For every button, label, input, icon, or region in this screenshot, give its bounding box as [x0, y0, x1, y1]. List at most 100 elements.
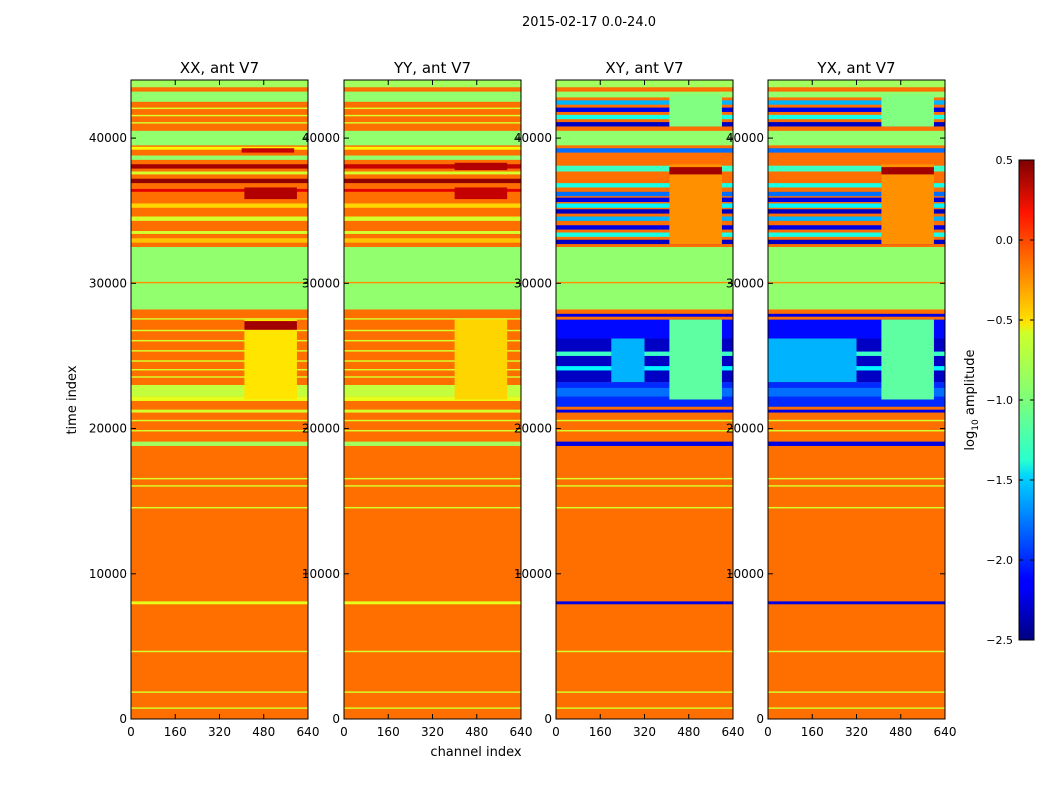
heatmap-band	[344, 441, 521, 446]
colorbar-label-subscript: 10	[971, 419, 981, 431]
heatmap-patch	[244, 187, 297, 200]
panel-title: YX, ant V7	[816, 59, 895, 77]
y-tick-label: 0	[119, 712, 127, 726]
heatmap-band	[344, 650, 521, 653]
colorbar-tick-label: 0.5	[996, 154, 1014, 167]
heatmap-band	[344, 419, 521, 422]
heatmap-band	[344, 339, 521, 342]
colorbar-tick-label: −1.5	[986, 474, 1013, 487]
heatmap-band	[556, 601, 733, 605]
heatmap-patch	[611, 338, 645, 383]
heatmap-band	[768, 281, 945, 284]
heatmap-band	[556, 203, 733, 208]
heatmap-band	[131, 203, 308, 208]
heatmap-band	[556, 225, 733, 230]
heatmap-band	[768, 183, 945, 188]
heatmap-patch	[244, 319, 297, 400]
heatmap-band	[556, 209, 733, 214]
heatmap-band	[131, 485, 308, 487]
y-tick-label: 20000	[302, 422, 340, 436]
x-tick-label: 320	[633, 725, 656, 739]
heatmap-cells	[131, 80, 308, 719]
heatmap-band	[556, 387, 733, 397]
heatmap-band	[768, 601, 945, 605]
heatmap-band	[344, 376, 521, 378]
figure-title: 2015-02-17 0.0-24.0	[522, 15, 656, 30]
heatmap-band	[768, 209, 945, 214]
heatmap-band	[344, 369, 521, 371]
x-tick-label: 640	[722, 725, 745, 739]
y-tick-label: 20000	[89, 422, 127, 436]
heatmap-band	[131, 188, 308, 192]
heatmap-band	[768, 130, 945, 146]
colorbar: 0.5 0.0 −0.5 −1.0 −1.5 −2.0 −2.5 log10 amplitu…	[963, 154, 1035, 647]
heatmap-patch	[669, 94, 722, 127]
x-tick-label: 480	[252, 725, 275, 739]
heatmap-patch	[669, 319, 722, 400]
heatmap-band	[131, 441, 308, 446]
y-tick-label: 0	[756, 712, 764, 726]
heatmap-band	[344, 601, 521, 605]
heatmap-band	[768, 148, 945, 153]
heatmap-band	[131, 329, 308, 332]
heatmap-band	[768, 441, 945, 446]
heatmap-band	[768, 91, 945, 98]
heatmap-band	[131, 707, 308, 709]
x-tick-label: 640	[297, 725, 320, 739]
heatmap-band	[768, 216, 945, 221]
heatmap-band	[131, 350, 308, 352]
colorbar-label-log: log	[963, 431, 978, 451]
heatmap-band	[556, 183, 733, 188]
heatmap-patch	[454, 162, 508, 171]
heatmap-band	[768, 239, 945, 245]
colorbar-tick-label: −2.0	[986, 554, 1013, 567]
panel-3: XY, ant V7 0 160 320 480 640 0 10000 20000 30000 4…	[514, 59, 745, 739]
y-tick-label: 40000	[302, 131, 340, 145]
heatmap-band	[344, 329, 521, 332]
heatmap-band	[344, 155, 521, 160]
heatmap-band	[768, 506, 945, 509]
y-tick-label: 10000	[302, 567, 340, 581]
heatmap-band	[768, 707, 945, 709]
heatmap-band	[556, 429, 733, 432]
heatmap-band	[556, 239, 733, 245]
x-tick-label: 160	[589, 725, 612, 739]
heatmap-band	[131, 91, 308, 102]
heatmap-band	[556, 691, 733, 693]
heatmap-band	[131, 107, 308, 110]
x-tick-label: 160	[377, 725, 400, 739]
heatmap-band	[344, 114, 521, 117]
heatmap-band	[768, 203, 945, 208]
panels: XX, ant V7 0 160 320 480 640 0 10000 20000 30000 4…	[89, 59, 957, 739]
heatmap-band	[131, 477, 308, 480]
heatmap-patch	[669, 167, 722, 175]
heatmap-patch	[669, 164, 722, 245]
panel-title: XX, ant V7	[180, 59, 259, 77]
heatmap-band	[131, 155, 308, 160]
heatmap-band	[131, 130, 308, 146]
y-tick-label: 30000	[302, 276, 340, 290]
heatmap-band	[768, 387, 945, 397]
heatmap-patch	[881, 164, 934, 245]
y-tick-label: 30000	[514, 276, 552, 290]
heatmap-band	[556, 707, 733, 709]
heatmap-band	[556, 232, 733, 237]
heatmap-patch	[454, 187, 508, 200]
heatmap-band	[768, 650, 945, 653]
heatmap-band	[556, 409, 733, 413]
heatmap-band	[556, 650, 733, 653]
heatmap-band	[131, 114, 308, 117]
heatmap-band	[768, 313, 945, 317]
x-tick-label: 480	[465, 725, 488, 739]
panel-4: YX, ant V7 0 160 320 480 640 0 10000 20000 30000 4…	[726, 59, 957, 739]
heatmap-cells	[344, 80, 521, 719]
heatmap-band	[768, 485, 945, 487]
y-axis-label: time index	[65, 365, 80, 434]
heatmap-band	[131, 238, 308, 243]
heatmap-cells	[768, 80, 945, 719]
heatmap-band	[556, 313, 733, 317]
heatmap-band	[768, 232, 945, 237]
heatmap-band	[131, 281, 308, 284]
heatmap-band	[344, 360, 521, 362]
heatmap-patch	[881, 94, 934, 127]
